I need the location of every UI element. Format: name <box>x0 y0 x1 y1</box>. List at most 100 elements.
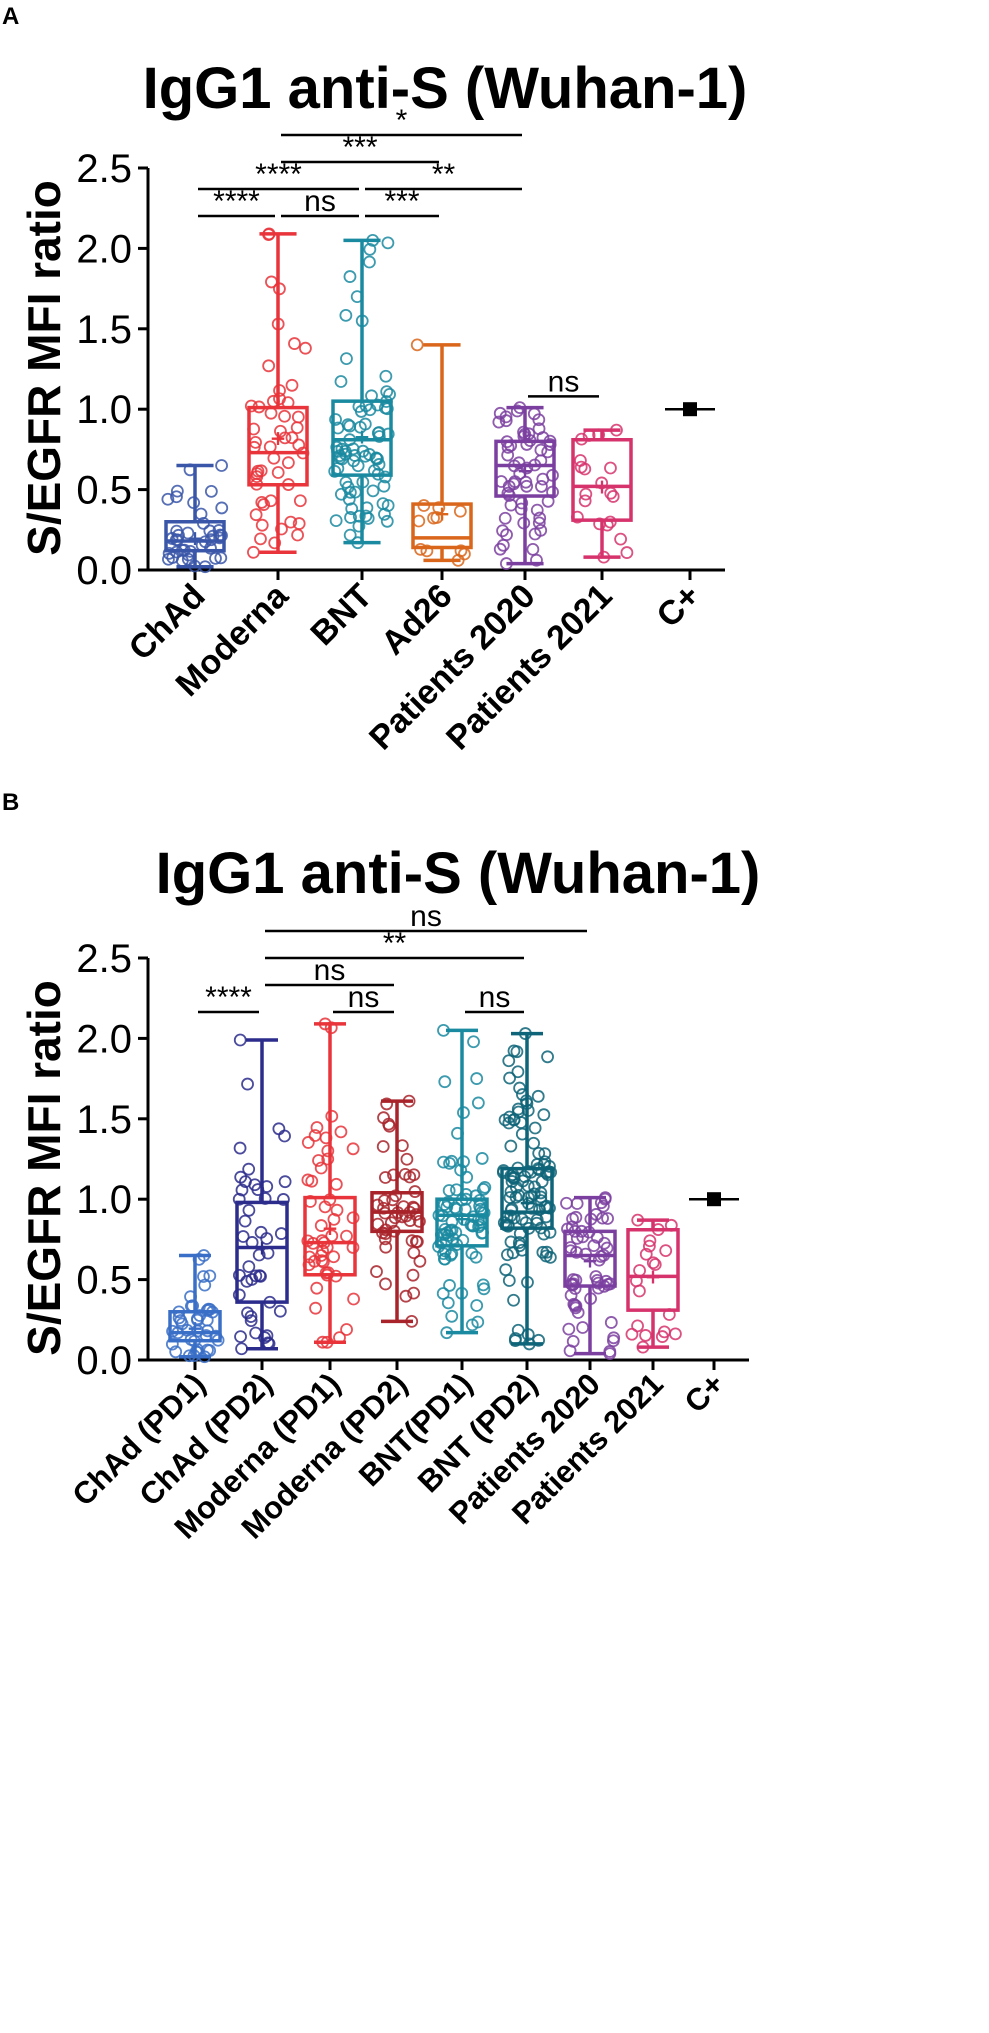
a-data-point <box>329 413 342 426</box>
b-ytick-label: 1.5 <box>76 1098 132 1142</box>
a-data-point <box>526 542 540 556</box>
b-data-point <box>571 1306 585 1319</box>
b-data-point <box>238 1214 252 1228</box>
a-data-point <box>291 528 304 542</box>
b-data-point <box>191 1312 204 1326</box>
a-data-point <box>593 517 607 531</box>
b-mean-marker: + <box>519 1190 536 1214</box>
a-data-point <box>530 553 543 567</box>
a-data-point <box>255 495 269 509</box>
b-data-point <box>203 1269 217 1283</box>
a-data-point <box>515 496 529 510</box>
b-data-point <box>587 1239 601 1253</box>
a-data-point <box>342 492 356 506</box>
b-data-point <box>516 1088 529 1101</box>
b-data-point <box>165 1337 179 1351</box>
b-data-point <box>308 1129 322 1142</box>
b-data-point <box>443 1279 456 1292</box>
a-mean-marker: + <box>187 526 204 550</box>
b-data-point <box>631 1213 645 1227</box>
a-ytick-label: 2.0 <box>76 227 132 271</box>
a-data-point <box>496 524 509 538</box>
a-data-point <box>614 532 628 546</box>
a-ytick-label: 0.5 <box>76 469 132 513</box>
b-data-point <box>475 1152 489 1165</box>
a-sig-label: * <box>396 104 408 137</box>
b-data-point <box>569 1299 583 1313</box>
b-data-point <box>459 1188 473 1201</box>
b-data-point <box>465 1246 479 1260</box>
b-data-point <box>543 1159 556 1173</box>
a-data-point <box>255 518 269 532</box>
a-data-point <box>454 544 468 558</box>
b-data-point <box>258 1192 272 1205</box>
b-data-point <box>477 1282 491 1296</box>
b-data-point <box>407 1286 421 1300</box>
b-data-point <box>521 1275 534 1289</box>
b-data-point <box>260 1329 274 1343</box>
a-data-point <box>517 425 530 439</box>
a-data-point <box>204 541 217 555</box>
a-data-point <box>188 559 202 573</box>
a-data-point <box>343 528 357 542</box>
a-sig-label: ns <box>304 185 336 218</box>
b-data-point <box>399 1289 413 1303</box>
b-data-point <box>630 1274 643 1288</box>
a-data-point <box>343 433 357 447</box>
b-data-point <box>603 1277 617 1291</box>
a-data-point <box>578 494 592 508</box>
a-data-point <box>620 546 634 559</box>
b-data-point <box>471 1096 485 1110</box>
a-data-point <box>420 544 434 558</box>
a-control-marker <box>683 402 697 417</box>
b-data-point <box>202 1302 215 1316</box>
b-data-point <box>451 1126 464 1140</box>
b-data-point <box>469 1250 483 1264</box>
a-data-point <box>412 514 426 528</box>
b-mean-marker: + <box>187 1316 204 1340</box>
b-data-point <box>642 1239 656 1253</box>
b-data-point <box>209 1329 223 1343</box>
b-data-point <box>172 1311 186 1325</box>
a-data-point <box>249 508 263 522</box>
panel-a-title: IgG1 anti-S (Wuhan-1) <box>143 56 748 121</box>
b-data-point <box>242 1203 256 1217</box>
b-data-point <box>301 1136 315 1149</box>
a-data-point <box>536 431 550 444</box>
b-data-point <box>303 1195 317 1208</box>
a-data-point <box>381 427 395 441</box>
a-data-point <box>536 472 550 486</box>
a-data-point <box>252 400 266 414</box>
b-data-point <box>327 1250 341 1264</box>
b-data-point <box>370 1265 383 1278</box>
b-data-point <box>263 1295 277 1309</box>
panel-a-letter: A <box>2 3 19 30</box>
a-data-point <box>328 464 342 478</box>
a-data-point <box>500 435 514 449</box>
a-data-point <box>213 528 227 542</box>
a-data-point <box>575 432 588 446</box>
a-data-point <box>281 456 295 470</box>
a-data-point <box>604 486 618 500</box>
b-data-point <box>438 1252 452 1266</box>
b-data-point <box>408 1185 422 1198</box>
b-data-point <box>378 1194 391 1207</box>
a-data-point <box>432 501 446 515</box>
b-data-point <box>576 1321 590 1334</box>
a-data-point <box>530 503 544 517</box>
b-data-point <box>312 1154 325 1167</box>
b-data-point <box>242 1260 256 1274</box>
b-data-point <box>395 1210 409 1224</box>
b-ytick-label: 0.0 <box>76 1339 132 1383</box>
a-data-point <box>359 509 373 523</box>
a-data-point <box>379 395 393 408</box>
panel-b-title: IgG1 anti-S (Wuhan-1) <box>156 841 761 906</box>
b-data-point <box>321 1152 335 1166</box>
b-data-point <box>507 1293 520 1307</box>
a-data-point <box>267 394 280 408</box>
b-data-point <box>272 1122 286 1136</box>
b-data-point <box>500 1210 514 1224</box>
b-data-point <box>664 1218 678 1232</box>
b-data-point <box>597 1248 611 1262</box>
b-xtick-label: C+ <box>678 1366 731 1419</box>
